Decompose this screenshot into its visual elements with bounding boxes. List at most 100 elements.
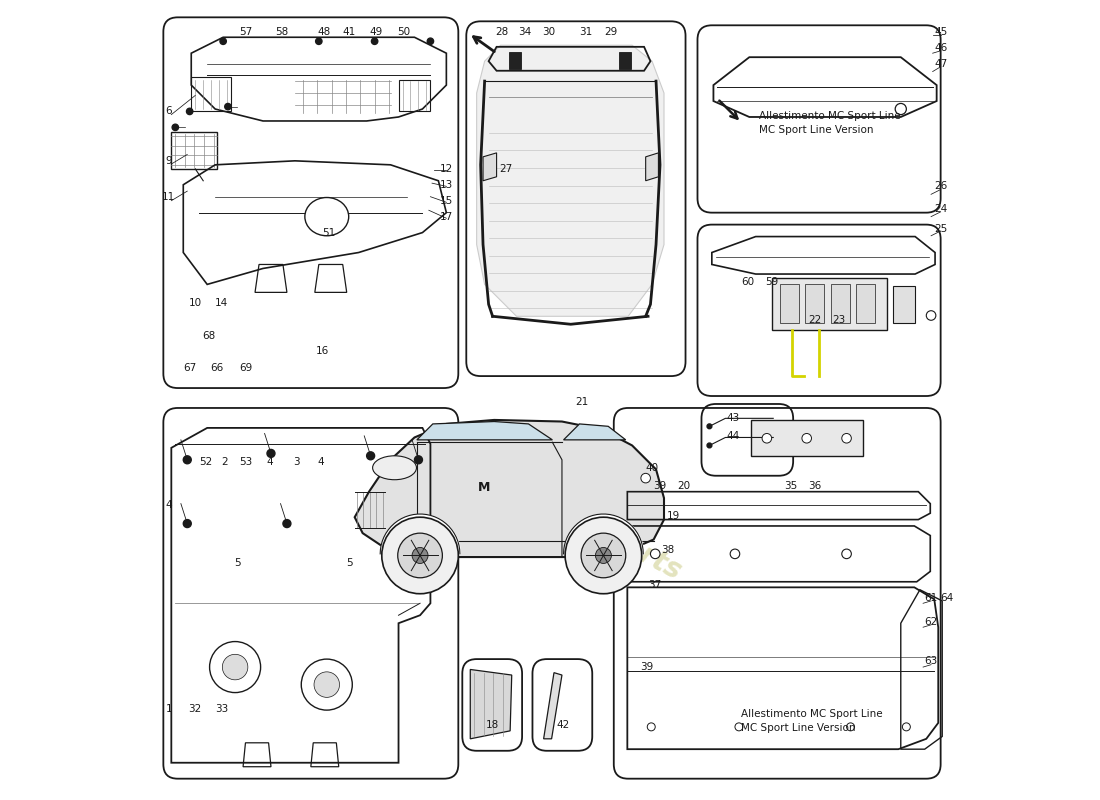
Polygon shape [483,153,496,181]
Polygon shape [856,285,876,323]
Text: 24: 24 [934,204,947,214]
Text: 58: 58 [275,26,288,37]
Text: 66: 66 [210,363,223,373]
Text: 4: 4 [317,457,323,467]
Circle shape [220,38,227,45]
Text: 35: 35 [784,481,798,491]
Circle shape [316,38,322,45]
Text: 68: 68 [202,331,216,342]
Circle shape [398,533,442,578]
Text: 40: 40 [646,462,659,473]
Text: 25: 25 [934,223,947,234]
Circle shape [641,474,650,483]
Text: 10: 10 [189,298,201,308]
Text: 37: 37 [649,580,662,590]
Text: 57: 57 [239,26,252,37]
Text: 27: 27 [499,164,513,174]
Circle shape [267,450,275,458]
Text: 51: 51 [322,227,335,238]
Text: 20: 20 [678,481,691,491]
Polygon shape [780,285,799,323]
Text: 60: 60 [741,277,755,287]
Text: 50: 50 [397,26,410,37]
Text: 52: 52 [199,457,212,467]
Text: a passion for parts: a passion for parts [414,422,686,585]
Circle shape [372,38,377,45]
Text: 63: 63 [924,657,937,666]
Circle shape [707,424,712,429]
Text: Allestimento MC Sport Line
MC Sport Line Version: Allestimento MC Sport Line MC Sport Line… [741,710,883,734]
Text: 42: 42 [557,720,570,730]
Text: 14: 14 [214,298,228,308]
Text: 53: 53 [239,457,252,467]
Polygon shape [893,286,915,323]
Circle shape [301,659,352,710]
Text: 31: 31 [580,26,593,37]
Circle shape [283,519,290,527]
Circle shape [412,547,428,563]
Polygon shape [563,424,626,440]
Text: 67: 67 [183,363,196,373]
Text: 33: 33 [214,704,228,714]
Polygon shape [771,278,888,330]
Circle shape [842,549,851,558]
Ellipse shape [305,198,349,236]
Circle shape [187,108,192,114]
Circle shape [222,654,248,680]
Circle shape [581,533,626,578]
Circle shape [647,723,656,731]
Text: 3: 3 [294,457,300,467]
Text: 39: 39 [653,481,667,491]
Text: 39: 39 [640,662,653,672]
Text: 48: 48 [317,26,330,37]
Circle shape [224,103,231,110]
Text: 2: 2 [221,457,228,467]
Text: 12: 12 [440,164,453,174]
Polygon shape [508,52,520,69]
Text: 19: 19 [667,510,680,521]
Text: 21: 21 [575,397,589,406]
Text: 69: 69 [239,363,252,373]
Text: 47: 47 [934,58,947,69]
Text: 26: 26 [934,182,947,191]
Text: 29: 29 [604,26,617,37]
Text: 43: 43 [727,413,740,422]
Polygon shape [543,673,562,739]
Polygon shape [830,285,850,323]
Text: 61: 61 [924,593,937,602]
Circle shape [730,549,739,558]
Text: 23: 23 [832,315,845,326]
Text: 4: 4 [166,500,173,510]
Polygon shape [751,420,862,456]
Text: 34: 34 [518,26,531,37]
Circle shape [382,517,459,594]
Polygon shape [646,153,659,181]
Text: M: M [477,481,490,494]
Circle shape [842,434,851,443]
Polygon shape [354,420,664,557]
Circle shape [735,723,743,731]
Text: 28: 28 [495,26,509,37]
Text: 9: 9 [166,156,173,166]
Circle shape [172,124,178,130]
Circle shape [650,549,660,558]
Text: 13: 13 [440,180,453,190]
Text: 32: 32 [188,704,202,714]
Text: 6: 6 [166,106,173,117]
Ellipse shape [373,456,417,480]
Circle shape [314,672,340,698]
Circle shape [184,519,191,527]
Circle shape [895,103,906,114]
Text: 38: 38 [661,545,674,555]
Text: 22: 22 [808,315,822,326]
Text: 5: 5 [345,558,352,569]
Circle shape [565,517,641,594]
Polygon shape [417,422,552,440]
Text: 1: 1 [166,704,173,714]
Circle shape [184,456,191,464]
Text: 30: 30 [542,26,556,37]
Polygon shape [476,46,664,316]
Text: 64: 64 [940,593,954,602]
Polygon shape [618,52,630,69]
Circle shape [415,456,422,464]
